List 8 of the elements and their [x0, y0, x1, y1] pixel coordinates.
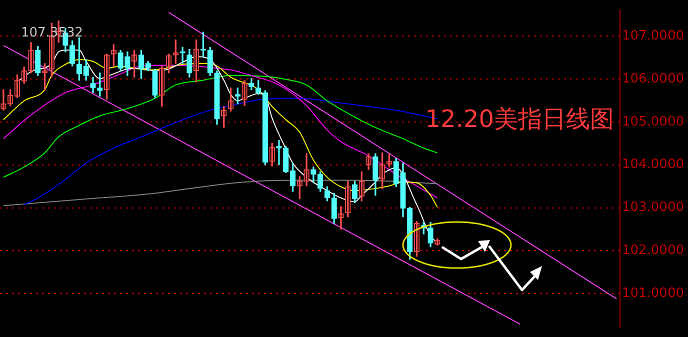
- y-tick-label: 104.0000: [622, 157, 684, 172]
- y-tick-label: 106.0000: [622, 71, 684, 86]
- y-tick-label: 101.0000: [622, 286, 684, 302]
- y-tick-label: 107.0000: [622, 28, 684, 44]
- text: 12.20美指日线图: [425, 105, 614, 134]
- y-tick-label: 102.0000: [622, 243, 684, 258]
- y-tick-label: 105.0000: [622, 114, 684, 130]
- y-tick-label: 103.0000: [622, 200, 684, 216]
